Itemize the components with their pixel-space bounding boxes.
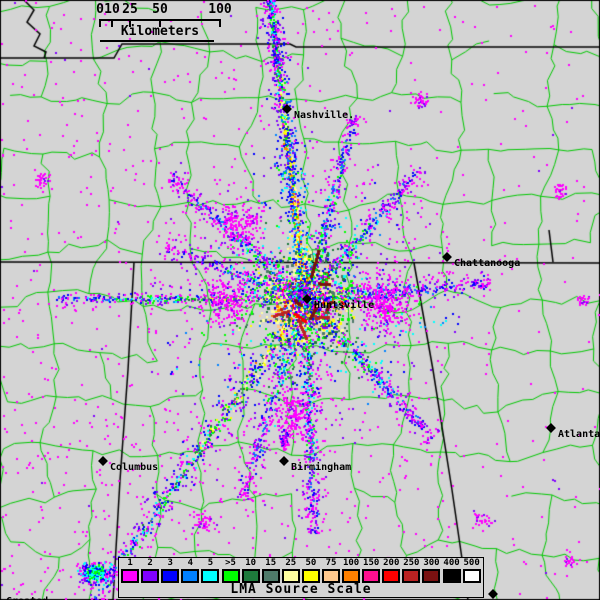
city-label: Chattanooga: [454, 258, 521, 269]
legend-entry-value: 4: [187, 558, 194, 568]
city-label: Birmingham: [291, 462, 352, 473]
legend-entry-swatch: [121, 569, 140, 583]
legend-entry-value: 100: [342, 558, 360, 568]
legend-entry-value: 25: [285, 558, 297, 568]
legend-entry: 50: [301, 558, 321, 583]
legend-entry: 4: [180, 558, 200, 583]
legend-entry-value: 150: [363, 558, 380, 568]
city-label: Atlanta: [558, 429, 600, 440]
legend-entry: 300: [421, 558, 441, 583]
city-label: Columbus: [110, 462, 159, 473]
legend-entry-swatch: [181, 569, 200, 583]
legend-entry-swatch: [301, 569, 320, 583]
legend-entry: 15: [261, 558, 281, 583]
legend-title: LMA Source Scale: [230, 582, 372, 597]
legend-entry-swatch: [442, 569, 461, 583]
legend-entry: 500: [462, 558, 482, 583]
legend-entry-swatch: [462, 569, 481, 583]
legend-entry-value: 10: [245, 558, 257, 568]
legend-entry-value: >5: [225, 558, 236, 568]
legend-entry-value: 3: [167, 558, 173, 568]
legend-entry-value: 5: [207, 558, 214, 568]
legend-entry-swatch: [261, 569, 280, 583]
legend-entry: 2: [140, 558, 160, 583]
created-label: Created: [6, 596, 120, 600]
legend-entry-swatch: [321, 569, 340, 583]
legend-entry: 25: [281, 558, 301, 583]
legend-entry-swatch: [141, 569, 160, 583]
legend-entry-value: 250: [403, 558, 420, 568]
legend-entry-swatch: [281, 569, 300, 583]
legend-entry-value: 200: [383, 558, 400, 568]
scale-bar-line-bottom: [100, 40, 214, 42]
legend-entry-value: 300: [423, 558, 440, 568]
legend-entry-value: 15: [265, 558, 277, 568]
legend-entry-value: 50: [305, 558, 317, 568]
scale-bar-unit-label: Kilometers: [120, 24, 200, 39]
legend-entry-value: 75: [325, 558, 337, 568]
legend-entry-swatch: [422, 569, 441, 583]
city-label: Huntsville: [314, 300, 375, 311]
scale-tick-mark: [159, 19, 161, 27]
scale-tick-mark: [219, 19, 221, 27]
legend-entry-swatch: [382, 569, 401, 583]
scale-tick-mark: [99, 19, 101, 27]
legend-entry: 10: [241, 558, 261, 583]
scale-tick-mark: [129, 19, 131, 27]
scale-tick-label: 100: [208, 2, 232, 17]
legend-entry: 150: [361, 558, 381, 583]
legend-entry-swatch: [221, 569, 240, 583]
legend-entry: 250: [401, 558, 421, 583]
legend-entry-swatch: [241, 569, 260, 583]
legend-entry: 3: [160, 558, 180, 583]
legend-entry-swatch: [362, 569, 381, 583]
legend-entries: 1 2 3 4 5 >5 10 15 25 50 75 100 150 200 250 300 400 500: [120, 558, 482, 583]
created-stamp: Created 12/13/2012 5:44:35: [6, 574, 120, 600]
scale-tick-mark: [111, 19, 113, 27]
legend-entry: >5: [220, 558, 240, 583]
legend-entry: 100: [341, 558, 361, 583]
scale-tick-label: 0: [96, 2, 104, 17]
legend-entry-value: 400: [443, 558, 460, 568]
legend-entry-swatch: [402, 569, 421, 583]
scale-tick-label: 50: [152, 2, 168, 17]
legend-entry-swatch: [161, 569, 180, 583]
lma-source-scale-legend: 1 2 3 4 5 >5 10 15 25 50 75 100 150 200 250 300 400 500 L…: [118, 557, 484, 598]
legend-entry-value: 500: [463, 558, 480, 568]
legend-entry: 5: [200, 558, 220, 583]
legend-entry: 1: [120, 558, 140, 583]
legend-entry: 75: [321, 558, 341, 583]
legend-entry-value: 1: [127, 558, 133, 568]
legend-entry: 400: [442, 558, 462, 583]
scale-tick-label: 25: [122, 2, 138, 17]
scale-tick-label: 10: [104, 2, 120, 17]
legend-entry-swatch: [342, 569, 361, 583]
city-label: Nashville.: [294, 110, 355, 121]
legend-entry-value: 2: [147, 558, 153, 568]
legend-entry: 200: [381, 558, 401, 583]
legend-entry-swatch: [201, 569, 220, 583]
